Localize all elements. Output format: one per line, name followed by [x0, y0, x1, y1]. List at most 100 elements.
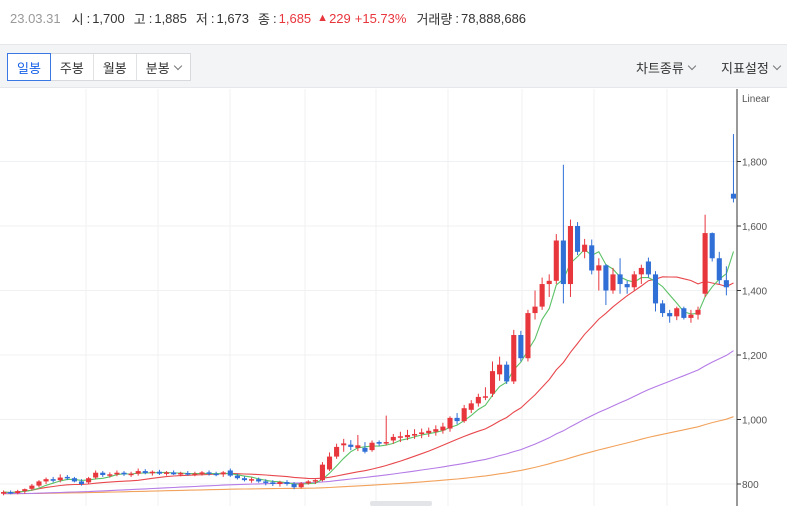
candle-body — [78, 481, 85, 484]
candle-body — [447, 417, 453, 429]
candle — [567, 219, 574, 297]
candle-body — [135, 471, 141, 474]
candle-body — [57, 477, 63, 481]
candle-body — [326, 456, 333, 470]
candle-body — [277, 482, 283, 484]
moving-average-layer — [3, 248, 735, 495]
candle-body — [695, 309, 701, 315]
candle-body — [525, 313, 531, 359]
candlestick-chart[interactable]: 800 1,000 1,200 1,400 1,600 1,800 Linear — [0, 89, 787, 506]
candle — [355, 434, 361, 452]
candle — [326, 452, 333, 472]
tab-weekly[interactable]: 주봉 — [51, 54, 94, 80]
candle-body — [660, 303, 666, 314]
price-tick-label: 1,400 — [742, 287, 767, 298]
change-percent: +15.73% — [354, 10, 407, 26]
candle-body — [263, 481, 269, 483]
chart-toolbar: 일봉 주봉 월봉 분봉 차트종류 지표설정 — [0, 44, 787, 88]
candle-body — [504, 364, 510, 382]
volume-value: 78,888,686 — [460, 10, 527, 26]
candle — [57, 474, 63, 483]
candle — [15, 489, 21, 495]
candle — [404, 429, 411, 441]
candle-body — [256, 479, 262, 482]
candle — [369, 440, 375, 452]
period-tabs: 일봉 주봉 월봉 분봉 — [7, 53, 191, 81]
candle-body — [0, 492, 7, 494]
candle-body — [596, 265, 602, 271]
candle-body — [199, 472, 205, 474]
candle — [334, 443, 340, 459]
candle — [93, 470, 99, 480]
low-value: 1,673 — [216, 10, 250, 26]
chart-type-dropdown[interactable]: 차트종류 — [636, 53, 697, 81]
candle-body — [64, 476, 70, 479]
candle — [702, 214, 708, 297]
candle-body — [489, 371, 496, 394]
scroll-handle[interactable] — [370, 501, 432, 506]
candle-body — [114, 472, 120, 475]
candle — [71, 476, 77, 483]
candle-body — [29, 485, 35, 489]
open-value: 1,700 — [92, 10, 125, 26]
candle — [107, 472, 113, 478]
candle-body — [638, 267, 644, 275]
candle-body — [241, 478, 248, 481]
candle-body — [142, 471, 148, 474]
candle — [617, 258, 623, 294]
candle-body — [234, 475, 240, 479]
tab-minute[interactable]: 분봉 — [137, 54, 190, 80]
candle-body — [511, 335, 517, 382]
close-value: 1,685 — [278, 10, 312, 26]
tab-daily[interactable]: 일봉 — [7, 53, 51, 81]
candle — [121, 471, 127, 476]
candle — [298, 482, 304, 489]
candle-body — [185, 473, 191, 475]
candle — [376, 440, 382, 446]
candle-body — [15, 491, 21, 494]
price-tick-label: 800 — [742, 480, 759, 491]
candle — [43, 477, 49, 484]
candle — [206, 470, 212, 476]
candle-body — [426, 430, 432, 434]
low-label: 저 — [195, 11, 208, 27]
candle — [348, 440, 354, 451]
tab-monthly[interactable]: 월봉 — [94, 54, 137, 80]
indicator-settings-dropdown[interactable]: 지표설정 — [721, 53, 782, 81]
close-label: 종 — [258, 11, 270, 27]
candle — [185, 471, 191, 476]
candle-body — [348, 444, 354, 447]
candle-body — [298, 483, 304, 488]
candle-body — [560, 240, 566, 285]
chevron-down-icon — [772, 61, 782, 70]
candle — [163, 471, 170, 476]
candle — [596, 258, 602, 291]
candle-body — [723, 280, 729, 288]
candle — [716, 251, 722, 285]
candle-body — [518, 335, 524, 359]
candle-body — [355, 445, 361, 448]
candle — [426, 427, 432, 437]
candle — [291, 482, 297, 490]
candle — [560, 164, 566, 304]
candle-body — [716, 258, 722, 281]
candle-body — [553, 240, 559, 281]
candle — [525, 309, 531, 362]
price-chart[interactable]: 800 1,000 1,200 1,400 1,600 1,800 Linear — [0, 89, 787, 506]
candle — [582, 238, 588, 259]
candle — [482, 387, 488, 401]
chart-type-label: 차트종류 — [636, 60, 684, 76]
ma20-line — [3, 276, 734, 494]
candle — [383, 415, 389, 446]
candles-layer — [0, 134, 737, 496]
candle-body — [192, 473, 198, 476]
candle — [461, 404, 467, 423]
scale-type-label[interactable]: Linear — [742, 94, 770, 105]
candle-body — [440, 426, 446, 431]
candle-body — [681, 308, 687, 318]
high-value: 1,885 — [154, 10, 187, 26]
candle — [341, 438, 347, 452]
candle — [475, 393, 481, 407]
candle — [36, 480, 42, 488]
candle — [256, 477, 262, 483]
